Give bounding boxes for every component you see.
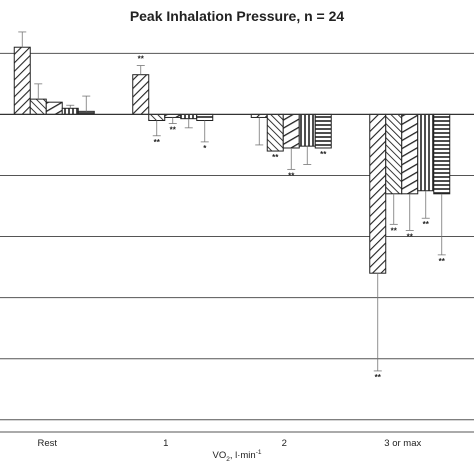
bar bbox=[45, 101, 63, 115]
x-tick-label: 2 bbox=[282, 438, 287, 449]
significance-label: ** bbox=[407, 232, 414, 241]
bar bbox=[298, 113, 316, 147]
significance-label: ** bbox=[423, 220, 430, 229]
bar bbox=[314, 113, 332, 149]
bar bbox=[282, 113, 300, 149]
significance-label: ** bbox=[170, 126, 177, 135]
x-axis-label-sub: 2 bbox=[226, 456, 230, 464]
x-tick-label: 1 bbox=[163, 438, 168, 449]
bar bbox=[417, 113, 435, 192]
significance-label: ** bbox=[320, 150, 327, 159]
x-tick-label: 3 or max bbox=[384, 438, 421, 449]
significance-label: ** bbox=[272, 153, 279, 162]
significance-markers: *********************** bbox=[138, 55, 446, 382]
x-tick-labels: Rest 1 2 3 or max bbox=[37, 438, 421, 449]
significance-label: ** bbox=[154, 138, 161, 147]
bar bbox=[148, 113, 166, 122]
bars bbox=[13, 46, 451, 274]
bar bbox=[180, 113, 198, 120]
significance-label: ** bbox=[391, 226, 398, 235]
chart-title: Peak Inhalation Pressure, n = 24 bbox=[129, 8, 345, 24]
significance-label: ** bbox=[375, 373, 382, 382]
x-axis-label-sup: -1 bbox=[255, 449, 262, 456]
significance-label: * bbox=[203, 144, 207, 153]
bar bbox=[196, 113, 214, 122]
bar bbox=[13, 46, 31, 115]
bar bbox=[401, 113, 419, 195]
gridlines bbox=[0, 52, 474, 433]
bar bbox=[132, 74, 150, 115]
significance-label: ** bbox=[138, 55, 145, 64]
bar bbox=[385, 113, 403, 195]
x-axis-label-sep: , l·min bbox=[229, 450, 256, 462]
x-axis-label-main: VO bbox=[212, 450, 227, 462]
bar bbox=[369, 113, 387, 274]
x-axis-label: VO2, l·min-1 bbox=[0, 449, 474, 463]
bar bbox=[61, 107, 79, 115]
bar bbox=[433, 113, 451, 195]
bar bbox=[29, 98, 47, 115]
error-bars bbox=[18, 31, 446, 372]
significance-label: ** bbox=[439, 257, 446, 266]
bar bbox=[266, 113, 284, 152]
significance-label: ** bbox=[288, 171, 295, 180]
x-tick-label: Rest bbox=[37, 438, 57, 449]
